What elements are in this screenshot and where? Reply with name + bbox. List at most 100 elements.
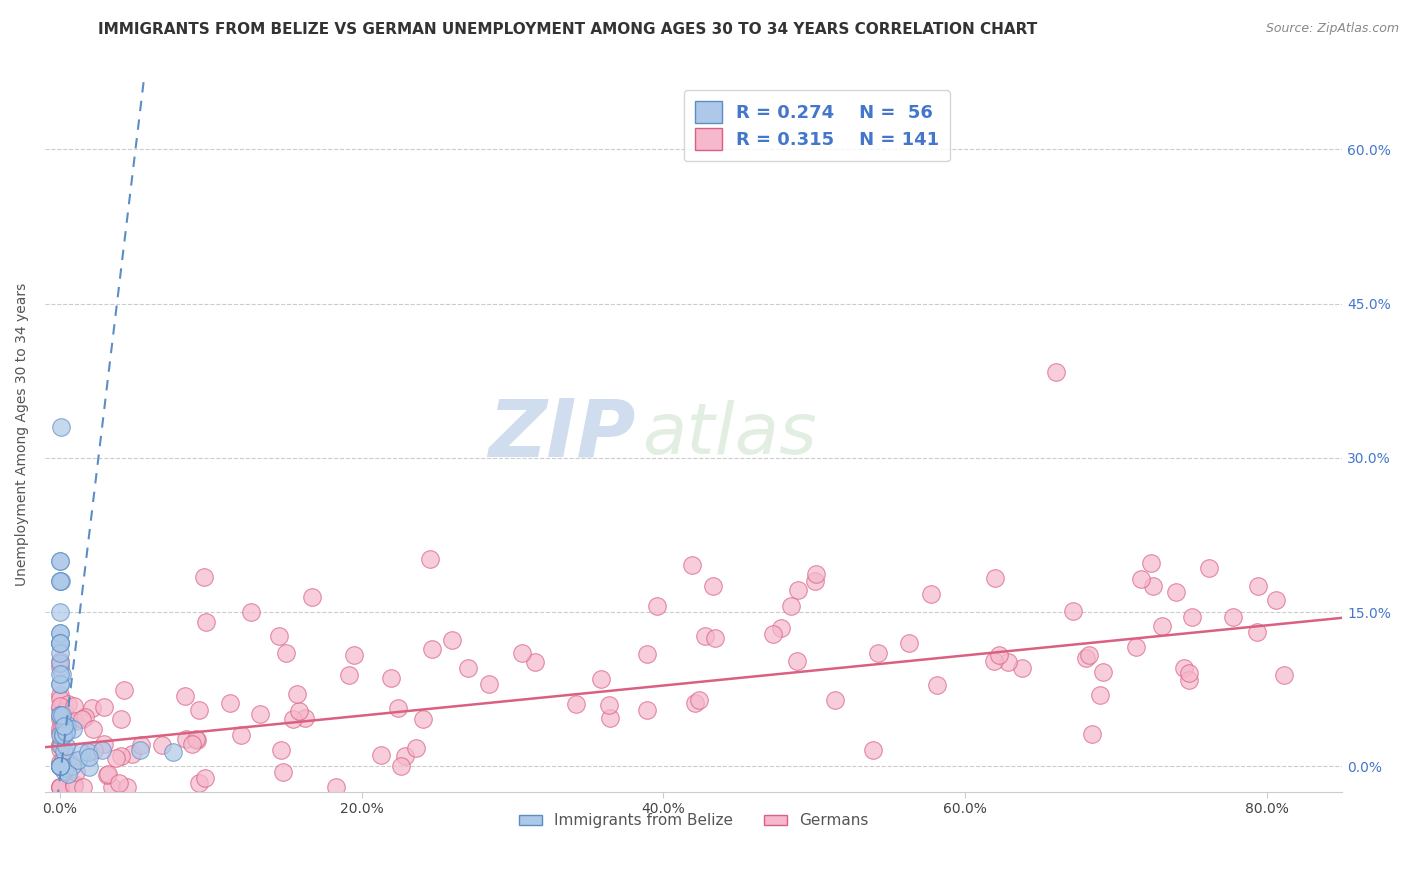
Point: [370, 748, 392, 763]
Point: [987, 648, 1010, 663]
Point: [60, 756, 83, 770]
Point: [70, 712, 93, 726]
Point: [53, 761, 76, 775]
Point: [129, 738, 152, 752]
Point: [194, 772, 217, 786]
Point: [49, 677, 72, 691]
Point: [193, 570, 215, 584]
Point: [49, 759, 72, 773]
Point: [49, 780, 72, 794]
Point: [49, 738, 72, 752]
Point: [412, 712, 434, 726]
Point: [457, 661, 479, 675]
Point: [1173, 661, 1195, 675]
Point: [49, 707, 72, 722]
Point: [77, 749, 100, 764]
Point: [780, 599, 803, 613]
Point: [49, 739, 72, 753]
Point: [49, 688, 72, 702]
Point: [897, 636, 920, 650]
Point: [55, 725, 77, 739]
Text: IMMIGRANTS FROM BELIZE VS GERMAN UNEMPLOYMENT AMONG AGES 30 TO 34 YEARS CORRELAT: IMMIGRANTS FROM BELIZE VS GERMAN UNEMPLO…: [98, 22, 1038, 37]
Point: [66, 753, 89, 767]
Point: [56, 698, 79, 712]
Point: [180, 738, 202, 752]
Point: [62, 779, 84, 793]
Point: [49, 654, 72, 668]
Point: [186, 732, 208, 747]
Point: [49, 721, 72, 735]
Point: [693, 629, 716, 643]
Point: [49, 692, 72, 706]
Point: [441, 632, 464, 647]
Point: [49, 759, 72, 773]
Point: [925, 678, 948, 692]
Point: [702, 578, 724, 592]
Point: [110, 748, 132, 763]
Point: [49, 759, 72, 773]
Point: [51, 707, 73, 722]
Point: [824, 693, 846, 707]
Point: [49, 759, 72, 773]
Point: [55, 739, 77, 753]
Text: Source: ZipAtlas.com: Source: ZipAtlas.com: [1265, 22, 1399, 36]
Point: [49, 677, 72, 691]
Point: [72, 780, 94, 794]
Point: [405, 741, 427, 756]
Point: [389, 758, 412, 772]
Point: [63, 777, 86, 791]
Point: [1011, 661, 1033, 675]
Point: [231, 728, 253, 742]
Point: [49, 780, 72, 794]
Point: [49, 742, 72, 756]
Point: [1142, 579, 1164, 593]
Point: [1062, 604, 1084, 618]
Point: [804, 574, 827, 588]
Point: [49, 646, 72, 660]
Point: [786, 654, 808, 668]
Point: [100, 780, 122, 794]
Point: [49, 657, 72, 671]
Point: [983, 654, 1005, 668]
Point: [53, 704, 76, 718]
Point: [49, 420, 72, 434]
Point: [112, 683, 135, 698]
Point: [187, 776, 209, 790]
Point: [271, 764, 294, 779]
Point: [49, 738, 72, 752]
Point: [1265, 593, 1288, 607]
Point: [49, 574, 72, 589]
Point: [52, 728, 75, 742]
Point: [52, 764, 75, 778]
Point: [93, 737, 115, 751]
Point: [55, 720, 77, 734]
Point: [1088, 688, 1111, 702]
Point: [984, 571, 1007, 585]
Point: [419, 552, 441, 566]
Point: [97, 767, 120, 781]
Point: [683, 696, 706, 710]
Point: [1166, 585, 1188, 599]
Point: [184, 732, 207, 747]
Point: [194, 615, 217, 629]
Point: [51, 755, 73, 769]
Point: [49, 759, 72, 773]
Point: [343, 648, 366, 662]
Point: [294, 711, 316, 725]
Point: [56, 717, 79, 731]
Point: [174, 689, 197, 703]
Point: [128, 743, 150, 757]
Point: [862, 743, 884, 757]
Point: [599, 711, 621, 725]
Point: [866, 646, 889, 660]
Point: [1198, 560, 1220, 574]
Point: [1078, 648, 1101, 663]
Point: [110, 712, 132, 726]
Point: [703, 632, 725, 646]
Point: [91, 742, 114, 756]
Point: [49, 666, 72, 681]
Point: [380, 671, 402, 685]
Point: [82, 723, 104, 737]
Point: [77, 760, 100, 774]
Point: [150, 739, 173, 753]
